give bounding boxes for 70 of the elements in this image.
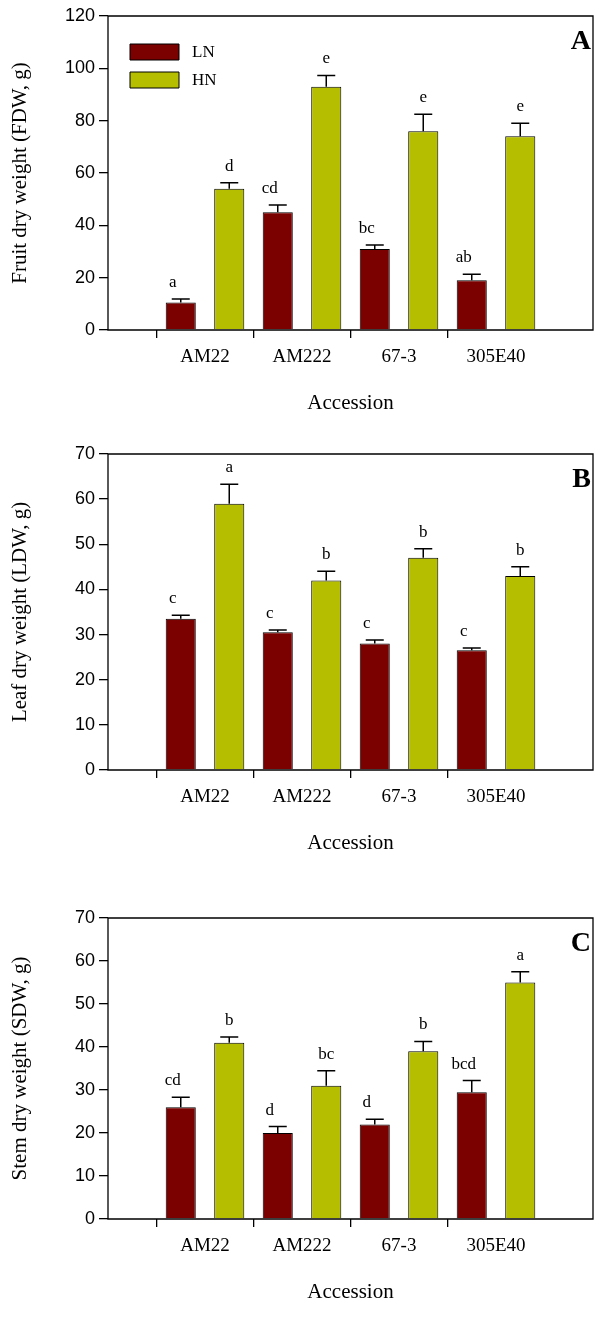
y-tick-label: 60 <box>74 161 95 182</box>
data-label: c <box>168 588 177 608</box>
y-axis-title: Stem dry weight (SDW, g) <box>7 956 32 1181</box>
y-axis-title: Leaf dry weight (LDW, g) <box>7 501 32 723</box>
data-label: b <box>225 1010 234 1030</box>
y-axis-title: Fruit dry weight (FDW, g) <box>7 62 32 284</box>
chart-title: B <box>572 462 591 494</box>
data-label: e <box>419 87 428 107</box>
data-label: e <box>322 48 331 68</box>
x-tick-label: AM22 <box>180 1234 230 1256</box>
y-tick-label: 0 <box>84 758 95 779</box>
x-tick-label: 67-3 <box>381 785 417 807</box>
data-label: b <box>419 521 428 541</box>
y-tick-label: 20 <box>74 668 95 689</box>
y-tick-label: 30 <box>74 623 95 644</box>
data-label: b <box>322 544 331 564</box>
x-tick-label: AM22 <box>180 785 230 807</box>
y-tick-label: 50 <box>74 992 95 1013</box>
x-axis-title: Accession <box>307 1278 395 1303</box>
data-label: c <box>459 621 468 641</box>
y-tick-label: 80 <box>74 109 95 130</box>
x-axis-title: Accession <box>307 829 395 854</box>
data-label: bcd <box>451 1053 477 1073</box>
data-label: bc <box>358 217 376 237</box>
chart-title: A <box>570 24 592 56</box>
data-label: c <box>362 612 371 632</box>
y-tick-label: 60 <box>74 949 95 970</box>
x-tick-label: 67-3 <box>381 345 417 367</box>
y-tick-label: 10 <box>74 1164 95 1185</box>
y-tick-label: 40 <box>74 1035 95 1056</box>
data-label: a <box>516 944 525 964</box>
data-label: e <box>516 96 525 116</box>
data-label: d <box>265 1099 275 1119</box>
x-tick-label: AM22 <box>180 345 230 367</box>
x-tick-label: AM222 <box>272 345 332 367</box>
data-label: b <box>419 1014 428 1034</box>
x-axis-title: Accession <box>307 389 395 414</box>
legend-label: LN <box>192 42 215 62</box>
data-label: d <box>362 1092 372 1112</box>
data-label: ab <box>455 247 472 267</box>
data-label: a <box>225 457 234 477</box>
y-tick-label: 0 <box>84 1207 95 1228</box>
x-tick-label: 67-3 <box>381 1234 417 1256</box>
y-tick-label: 70 <box>74 906 95 927</box>
y-tick-label: 10 <box>74 713 95 734</box>
y-tick-label: 0 <box>84 318 95 339</box>
y-tick-label: 60 <box>74 488 95 509</box>
x-tick-label: AM222 <box>272 1234 332 1256</box>
data-label: cd <box>261 177 279 197</box>
y-tick-label: 20 <box>74 1121 95 1142</box>
y-tick-label: 40 <box>74 578 95 599</box>
x-tick-label: 305E40 <box>466 345 526 367</box>
y-tick-label: 20 <box>74 266 95 287</box>
data-label: b <box>516 539 525 559</box>
chart-title: C <box>570 926 591 958</box>
data-label: cd <box>164 1070 182 1090</box>
data-label: c <box>265 603 274 623</box>
y-tick-label: 30 <box>74 1078 95 1099</box>
x-tick-label: 305E40 <box>466 785 526 807</box>
y-tick-label: 70 <box>74 442 95 463</box>
data-label: d <box>225 155 234 175</box>
y-tick-label: 40 <box>74 214 95 235</box>
y-tick-label: 50 <box>74 533 95 554</box>
x-tick-label: AM222 <box>272 785 332 807</box>
x-tick-label: 305E40 <box>466 1234 526 1256</box>
legend-label: HN <box>192 70 217 90</box>
y-tick-label: 100 <box>64 57 95 78</box>
y-tick-label: 120 <box>64 4 95 25</box>
data-label: bc <box>318 1043 335 1063</box>
data-label: a <box>168 272 177 292</box>
